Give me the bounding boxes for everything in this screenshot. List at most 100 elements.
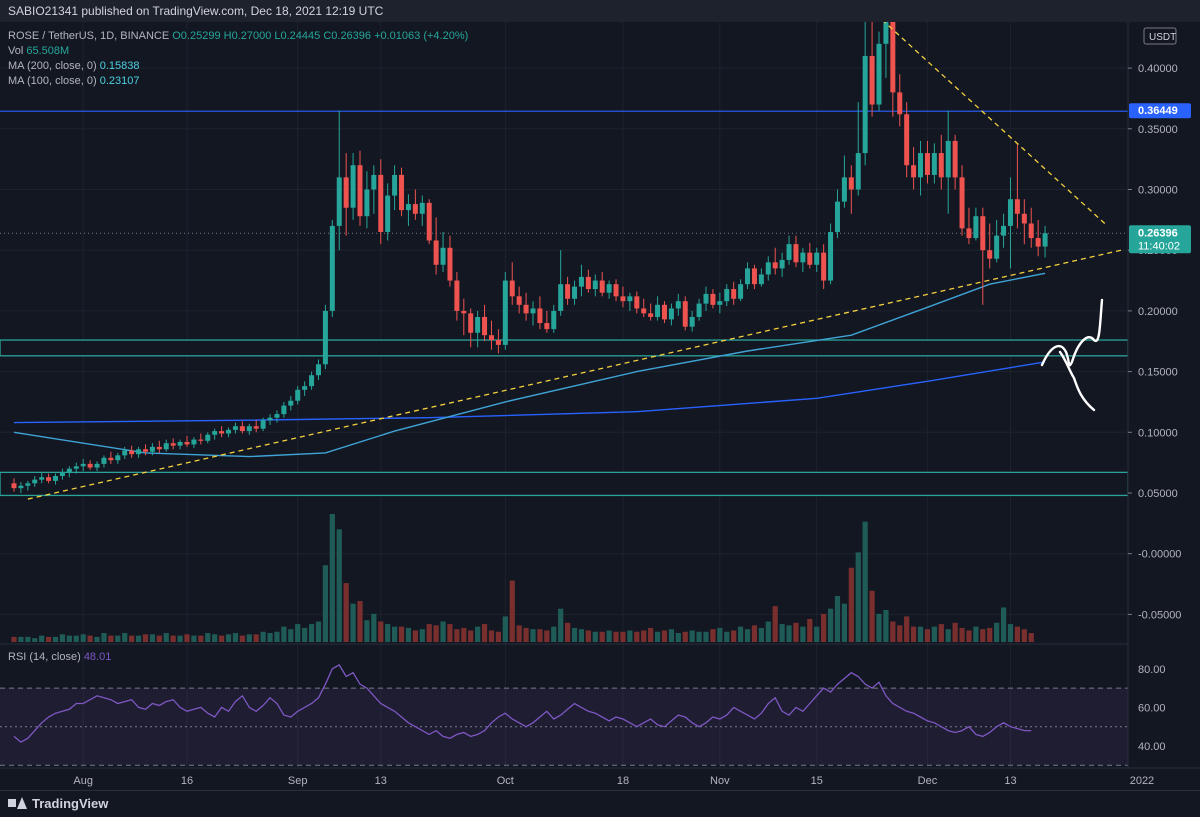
- candle-body: [25, 483, 31, 486]
- price-marker-countdown: 11:40:02: [1138, 240, 1180, 252]
- ma100-value: 0.23107: [99, 75, 140, 87]
- time-tick-label: Nov: [710, 775, 730, 787]
- volume-bar: [288, 629, 294, 642]
- volume-bar: [378, 621, 384, 642]
- price-axis: 0.400000.350000.300000.250000.200000.150…: [1127, 22, 1200, 768]
- candle-body: [122, 450, 128, 456]
- footer: TradingView: [0, 790, 1200, 817]
- candle-body: [94, 463, 100, 468]
- volume-bar: [911, 626, 917, 642]
- candle-body: [509, 280, 515, 297]
- candle-body: [399, 174, 405, 211]
- price-chart[interactable]: 0.400000.350000.300000.250000.200000.150…: [0, 22, 1200, 790]
- volume-bar: [945, 629, 951, 642]
- volume-bar: [156, 635, 162, 642]
- volume-bar: [613, 631, 619, 642]
- volume-bar: [786, 625, 792, 642]
- volume-bar: [994, 622, 1000, 642]
- candle-body: [18, 485, 24, 489]
- candle-body: [627, 296, 633, 302]
- time-tick-label: 13: [1004, 775, 1016, 787]
- candle-body: [572, 286, 578, 299]
- legend-ma200: MA (200, close, 0) 0.15838: [8, 60, 139, 72]
- candle-body: [952, 140, 958, 178]
- volume-bar: [142, 634, 149, 642]
- volume-bar: [149, 634, 155, 642]
- volume-bar: [641, 630, 647, 642]
- volume-bar: [765, 621, 771, 642]
- candle-body: [516, 296, 522, 305]
- price-tick-label: 0.10000: [1138, 427, 1178, 439]
- candle-body: [724, 289, 730, 302]
- candle-body: [232, 426, 238, 430]
- volume-bar: [938, 624, 944, 642]
- candle-body: [32, 479, 38, 484]
- candle-body: [267, 417, 273, 421]
- legend-volume: Vol 65.508M: [8, 45, 69, 57]
- time-tick-label: 16: [181, 775, 193, 787]
- candle-body: [828, 231, 834, 281]
- currency-badge: [1143, 27, 1177, 45]
- brand[interactable]: TradingView: [8, 796, 108, 811]
- candle-body: [994, 235, 1000, 259]
- volume-bar: [571, 627, 578, 642]
- candle-body: [717, 301, 723, 305]
- projection-down-path: [1058, 350, 1096, 412]
- candle-body: [855, 153, 861, 190]
- volume-bar: [592, 631, 598, 642]
- volume-bar: [25, 636, 31, 642]
- volume-bar: [225, 634, 232, 642]
- candle-body: [890, 22, 896, 93]
- candle-body: [689, 316, 695, 327]
- candle-body: [821, 252, 827, 281]
- candle-body: [281, 405, 287, 415]
- time-tick-label: Sep: [288, 775, 308, 787]
- volume-bar: [869, 590, 875, 642]
- candle-body: [136, 449, 142, 455]
- volume-bar: [115, 635, 121, 642]
- candle-body: [807, 252, 813, 265]
- candle-body: [904, 114, 910, 166]
- ma200-label: MA (200, close, 0): [8, 60, 97, 72]
- volume-bar: [904, 616, 910, 642]
- volume-bar: [329, 514, 335, 642]
- price-marker-label: 0.36449: [1138, 105, 1178, 117]
- candle-body: [786, 244, 792, 260]
- volume-bar: [246, 634, 252, 642]
- candle-body: [482, 316, 488, 336]
- volume-bar: [987, 627, 993, 642]
- candle-body: [800, 252, 806, 263]
- volume-bar: [724, 631, 730, 642]
- volume-value: 65.508M: [26, 45, 70, 57]
- volume-bar: [952, 622, 958, 642]
- volume-bar: [191, 635, 197, 642]
- volume-bar: [59, 634, 66, 642]
- candle-body: [246, 426, 252, 432]
- volume-bar: [101, 633, 107, 642]
- candle-body: [454, 280, 460, 311]
- candle-body: [322, 310, 328, 365]
- rsi-pane: [0, 643, 1200, 766]
- volume-bar: [544, 630, 550, 642]
- rsi-tick-label: 60.00: [1138, 702, 1166, 714]
- publish-bar: SABIO21341 published on TradingView.com,…: [0, 0, 1200, 23]
- candle-body: [495, 340, 501, 345]
- volume-bar: [703, 631, 709, 642]
- candle-body: [371, 174, 377, 190]
- candle-body: [357, 165, 363, 217]
- candle-body: [59, 472, 65, 477]
- candle-body: [315, 364, 321, 376]
- volume-bar: [523, 627, 529, 642]
- candle-body: [758, 274, 764, 285]
- tradingview-logo-icon: [8, 797, 27, 809]
- candle-body: [198, 439, 204, 441]
- candle-body: [1014, 199, 1020, 214]
- candle-body: [412, 204, 418, 214]
- candle-body: [1007, 199, 1013, 226]
- volume-bar: [495, 631, 501, 642]
- volume-bar: [475, 626, 481, 642]
- volume-bar: [661, 630, 668, 642]
- volume-bar: [751, 625, 758, 642]
- volume-bar: [682, 631, 688, 642]
- candle-body: [1035, 238, 1041, 247]
